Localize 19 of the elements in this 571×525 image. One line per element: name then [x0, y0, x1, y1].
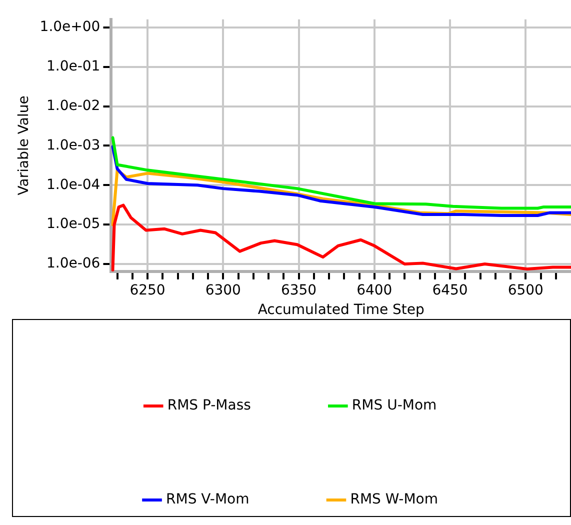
y-tick-label: 1.0e-02 [46, 98, 100, 114]
x-tick-label: 6350 [280, 282, 317, 298]
x-tick-label: 6300 [205, 282, 241, 298]
y-axis-title: Variable Value [16, 96, 32, 196]
x-tick-label: 6450 [432, 282, 468, 298]
y-tick-label: 1.0e-06 [46, 256, 100, 272]
legend-label: RMS V-Mom [166, 492, 250, 508]
y-tick-label: 1.0e+00 [40, 19, 100, 36]
y-tick-label: 1.0e-04 [46, 176, 100, 193]
x-tick-label: 6250 [130, 282, 166, 298]
legend-label: RMS W-Mom [350, 492, 438, 508]
y-tick-label: 1.0e-05 [46, 216, 100, 232]
x-axis-title: Accumulated Time Step [258, 302, 425, 318]
x-tick-label: 6500 [508, 282, 544, 298]
y-tick-label: 1.0e-01 [46, 58, 100, 75]
legend-label: RMS P-Mass [167, 398, 251, 414]
x-tick-label: 6400 [356, 282, 392, 298]
legend-label: RMS U-Mom [352, 398, 437, 414]
y-tick-label: 1.0e-03 [46, 137, 100, 154]
